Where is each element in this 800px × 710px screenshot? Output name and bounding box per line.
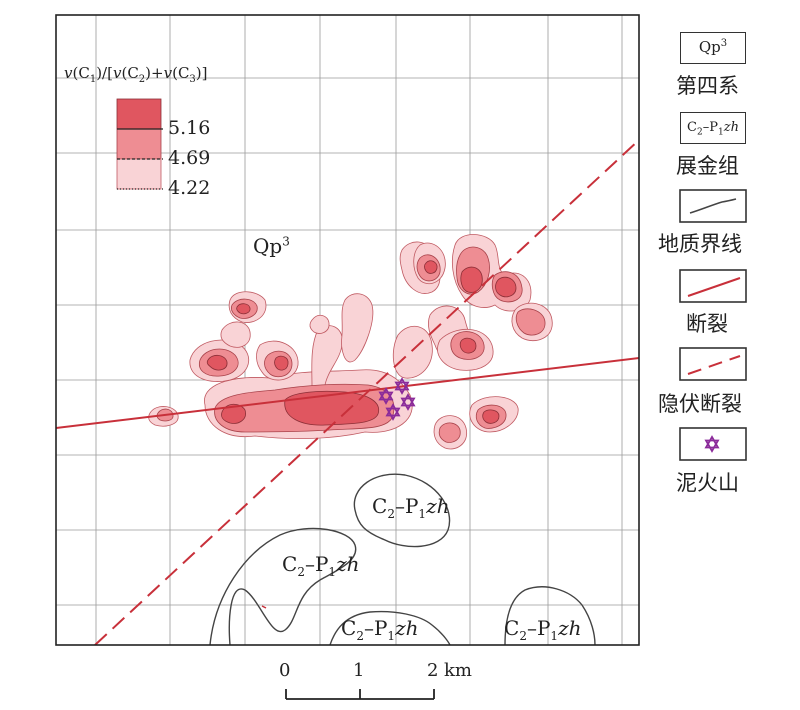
scale-tick-0: 0 bbox=[279, 660, 291, 681]
boundary-mark bbox=[261, 605, 267, 609]
fault-lines bbox=[56, 357, 639, 429]
anomaly-level-high bbox=[206, 260, 517, 426]
color-ramp bbox=[116, 98, 163, 190]
legend-volcano-icon bbox=[704, 435, 720, 453]
ramp-label-mid: 4.69 bbox=[168, 147, 211, 169]
ramp-low bbox=[116, 158, 162, 190]
legend-boundary-label: 地质界线 bbox=[658, 232, 742, 256]
legend-volcano-box bbox=[679, 427, 747, 461]
scale-tick-2: 2 bbox=[427, 660, 439, 681]
label-formation-2: C2–P1zh bbox=[282, 552, 360, 579]
scale-unit: km bbox=[444, 660, 472, 681]
geological-boundaries bbox=[209, 473, 596, 645]
label-formation-4: C2–P1zh bbox=[504, 616, 582, 643]
map-frame bbox=[55, 14, 640, 646]
legend-zhanjin-box: C2–P1zh bbox=[680, 112, 746, 144]
label-formation-3: C2–P1zh bbox=[341, 616, 419, 643]
legend-quaternary-label: 第四系 bbox=[676, 74, 739, 98]
label-qp3: Qp3 bbox=[253, 234, 290, 258]
legend-volcano-label: 泥火山 bbox=[676, 471, 739, 495]
ramp-high bbox=[116, 98, 162, 130]
ramp-label-high: 5.16 bbox=[168, 117, 211, 139]
legend-zhanjin-label: 展金组 bbox=[676, 154, 739, 178]
hidden-fault-line bbox=[94, 139, 639, 645]
legend-quaternary-box: Qp3 bbox=[680, 32, 746, 64]
ratio-formula: v(C1)/[v(C2)+v(C3)] bbox=[64, 64, 208, 85]
scale-tick-1: 1 bbox=[353, 660, 365, 681]
legend-hidden-fault-label: 隐伏断裂 bbox=[658, 392, 742, 416]
legend-fault-box bbox=[679, 269, 747, 303]
scale-bar bbox=[285, 689, 435, 700]
legend-boundary-box bbox=[679, 189, 747, 223]
legend-hidden-fault-box bbox=[679, 347, 747, 381]
mud-volcano-markers bbox=[378, 377, 416, 421]
ramp-mid bbox=[116, 128, 162, 160]
legend-fault-label: 断裂 bbox=[686, 312, 728, 336]
label-formation-1: C2–P1zh bbox=[372, 494, 450, 521]
ramp-label-low: 4.22 bbox=[168, 177, 211, 199]
